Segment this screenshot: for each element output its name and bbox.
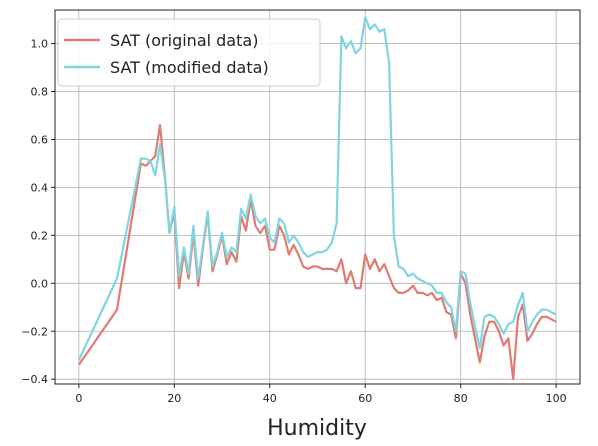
y-tick-label: −0.4 xyxy=(21,373,48,386)
y-tick-label: −0.2 xyxy=(21,325,48,338)
legend-label-modified: SAT (modified data) xyxy=(110,58,269,77)
y-tick-label: 0.4 xyxy=(31,181,49,194)
series-lines xyxy=(77,16,557,381)
x-tick-label: 40 xyxy=(263,392,277,405)
y-axis-ticks: −0.4 −0.2 0.0 0.2 0.4 0.6 0.8 1.0 xyxy=(21,38,55,386)
y-tick-label: 0.0 xyxy=(31,277,49,290)
legend: SAT (original data) SAT (modified data) xyxy=(57,18,321,87)
x-tick-label: 20 xyxy=(167,392,181,405)
x-axis-title: Humidity xyxy=(267,416,367,441)
y-tick-label: 0.2 xyxy=(31,229,49,242)
x-tick-label: 60 xyxy=(358,392,372,405)
x-tick-label: 0 xyxy=(75,392,82,405)
legend-label-original: SAT (original data) xyxy=(110,31,258,50)
plot-frame xyxy=(54,9,581,385)
x-tick-label: 80 xyxy=(454,392,468,405)
x-tick-label: 100 xyxy=(546,392,567,405)
series-line-modified xyxy=(77,16,557,361)
y-tick-label: 0.8 xyxy=(31,86,49,99)
y-tick-label: 1.0 xyxy=(31,38,49,51)
x-axis-ticks: 0 20 40 60 80 100 xyxy=(75,384,567,405)
legend-box xyxy=(57,18,321,87)
y-tick-label: 0.6 xyxy=(31,133,49,146)
